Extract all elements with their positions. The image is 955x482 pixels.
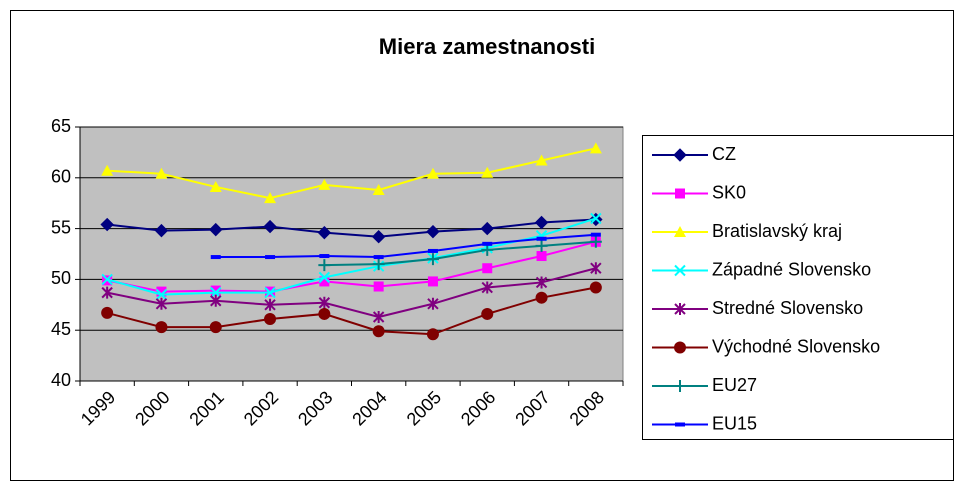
marker xyxy=(674,341,686,354)
marker xyxy=(674,264,686,277)
marker xyxy=(426,253,439,266)
marker xyxy=(427,297,439,310)
plot-area xyxy=(79,126,624,382)
legend-label: EU15 xyxy=(712,413,757,433)
series-line xyxy=(215,233,596,259)
marker xyxy=(155,288,168,301)
marker xyxy=(535,276,548,289)
marker xyxy=(674,303,686,315)
marker xyxy=(373,281,384,292)
marker xyxy=(210,285,221,296)
marker xyxy=(318,296,331,309)
marker xyxy=(264,298,276,311)
marker xyxy=(534,215,549,230)
marker xyxy=(101,286,113,299)
marker xyxy=(209,180,222,192)
y-tick-label: 55 xyxy=(51,217,71,237)
marker xyxy=(482,263,493,274)
series-line xyxy=(106,267,597,319)
marker xyxy=(372,183,385,195)
marker xyxy=(426,328,439,341)
marker xyxy=(535,239,548,252)
marker xyxy=(209,222,223,237)
y-tick-label: 65 xyxy=(51,116,71,136)
series-line xyxy=(324,240,596,267)
legend-label: Západné Slovensko xyxy=(712,259,871,279)
y-tick-label: 45 xyxy=(51,319,71,339)
marker xyxy=(673,148,687,162)
marker xyxy=(101,306,114,319)
y-tick-label: 40 xyxy=(51,370,71,390)
marker xyxy=(210,294,222,307)
marker xyxy=(210,286,222,299)
marker xyxy=(318,271,331,284)
marker xyxy=(590,262,602,275)
y-tick-label: 50 xyxy=(51,268,71,288)
marker xyxy=(264,192,277,204)
series-line xyxy=(106,286,597,336)
marker xyxy=(481,281,493,294)
marker xyxy=(589,142,602,154)
marker xyxy=(209,321,222,334)
marker xyxy=(480,221,494,236)
marker xyxy=(589,235,602,248)
legend-label: Východné Slovensko xyxy=(712,336,880,356)
marker xyxy=(264,286,276,299)
marker xyxy=(535,291,548,304)
marker xyxy=(263,219,277,234)
marker xyxy=(675,188,685,199)
marker xyxy=(101,273,113,286)
marker xyxy=(481,307,494,320)
marker xyxy=(426,167,439,179)
marker xyxy=(589,281,602,294)
marker xyxy=(535,154,548,166)
chart-title: Miera zamestnanosti xyxy=(379,34,595,59)
legend-label: EU27 xyxy=(712,375,757,395)
marker xyxy=(155,167,168,179)
legend-label: Bratislavský kraj xyxy=(712,221,842,241)
marker xyxy=(427,276,438,287)
legend-box xyxy=(642,135,954,440)
marker xyxy=(674,380,686,392)
marker xyxy=(101,164,114,176)
marker xyxy=(372,325,385,338)
marker xyxy=(317,225,332,240)
marker xyxy=(100,217,114,232)
marker xyxy=(155,297,168,310)
marker xyxy=(318,307,331,320)
marker xyxy=(536,251,547,262)
series-line xyxy=(106,240,597,293)
series-line xyxy=(107,218,596,238)
marker xyxy=(154,223,169,238)
marker xyxy=(318,259,331,272)
marker xyxy=(155,321,168,334)
marker xyxy=(264,313,277,326)
y-tick-label: 60 xyxy=(51,167,71,187)
legend-label: CZ xyxy=(712,144,736,164)
marker xyxy=(372,258,385,271)
marker xyxy=(372,310,385,323)
marker xyxy=(318,178,331,190)
marker xyxy=(426,224,440,239)
legend-label: Stredné Slovensko xyxy=(712,298,863,318)
series-line xyxy=(107,147,597,200)
marker xyxy=(590,212,602,225)
legend-label: SK0 xyxy=(712,182,746,202)
marker xyxy=(371,230,386,244)
marker xyxy=(156,286,167,297)
marker xyxy=(481,166,494,178)
marker xyxy=(674,226,686,237)
marker xyxy=(319,276,330,287)
marker xyxy=(481,243,494,256)
